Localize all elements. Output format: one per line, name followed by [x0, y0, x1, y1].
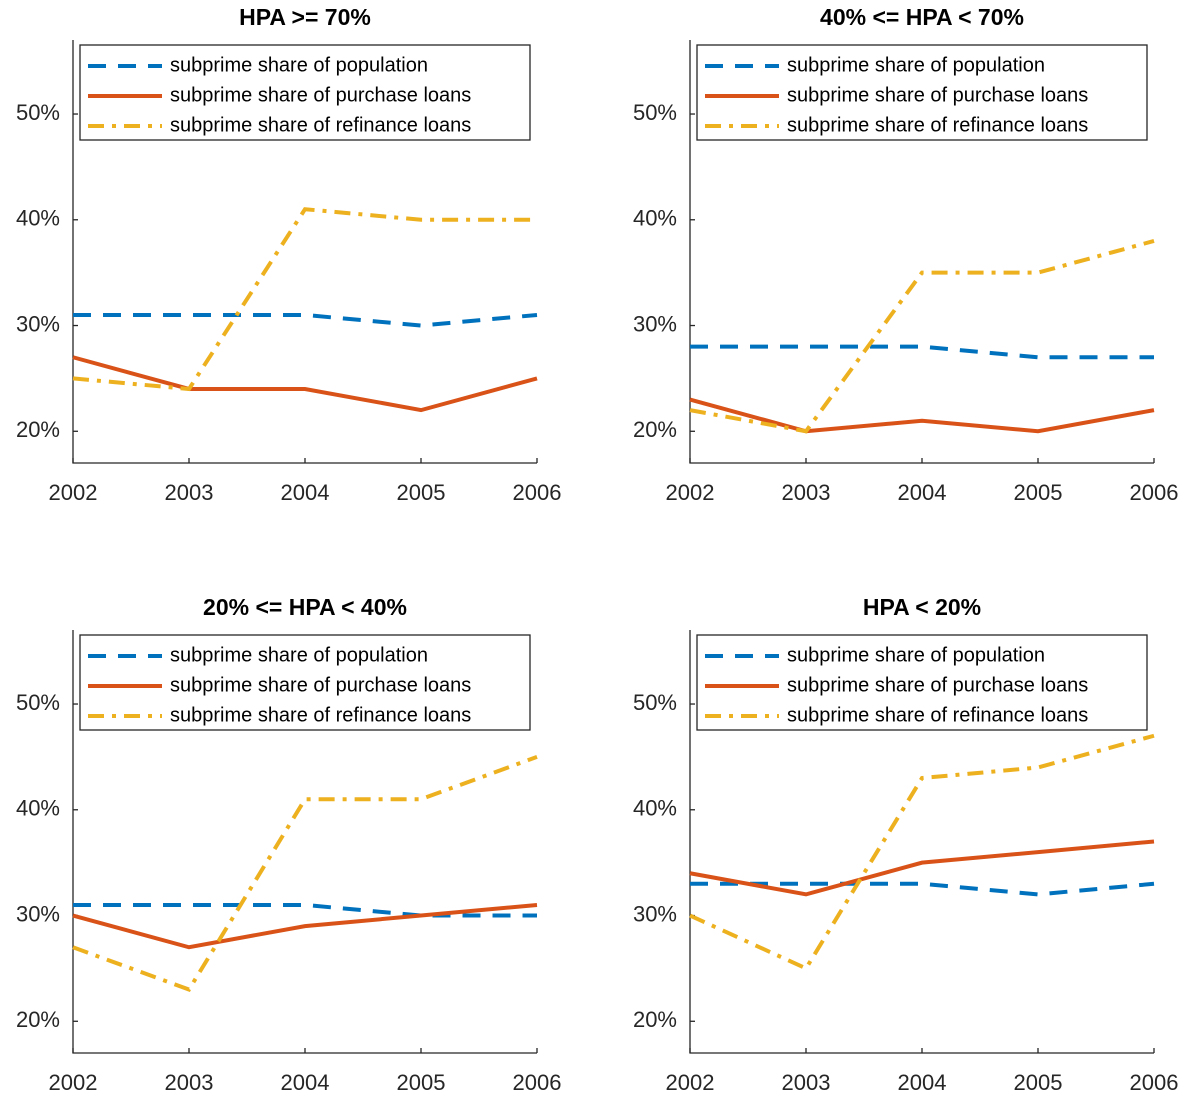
x-tick-label: 2004 — [898, 480, 947, 505]
legend-label: subprime share of population — [170, 644, 428, 666]
y-tick-label: 20% — [633, 417, 677, 442]
series-line — [72, 355, 538, 413]
legend-label: subprime share of population — [787, 644, 1045, 666]
x-tick-label: 2006 — [513, 480, 562, 505]
y-tick-label: 30% — [633, 901, 677, 926]
legend-label: subprime share of refinance loans — [787, 114, 1088, 136]
y-tick-label: 30% — [16, 311, 60, 336]
series-line — [689, 839, 1155, 897]
legend-box — [79, 634, 531, 731]
y-tick-label: 50% — [16, 100, 60, 125]
legend-label: subprime share of purchase loans — [170, 84, 471, 106]
series-line — [690, 881, 1155, 897]
y-tick-label: 50% — [633, 100, 677, 125]
chart-title: HPA < 20% — [863, 594, 981, 620]
y-tick-label: 50% — [16, 690, 60, 715]
legend-label: subprime share of population — [787, 54, 1045, 76]
chart-title: 40% <= HPA < 70% — [820, 4, 1024, 30]
x-tick-label: 2002 — [49, 1070, 98, 1095]
y-tick-label: 40% — [16, 206, 60, 231]
series-line — [690, 344, 1154, 360]
y-tick-label: 40% — [16, 796, 60, 821]
x-tick-label: 2002 — [49, 480, 98, 505]
series-line — [689, 733, 1155, 971]
y-tick-label: 20% — [16, 1007, 60, 1032]
legend-label: subprime share of refinance loans — [170, 114, 471, 136]
legend-box — [696, 44, 1148, 141]
x-tick-label: 2003 — [782, 480, 831, 505]
x-tick-label: 2003 — [165, 1070, 214, 1095]
legend-label: subprime share of purchase loans — [170, 674, 471, 696]
x-tick-label: 2002 — [666, 480, 715, 505]
legend-box — [79, 44, 531, 141]
legend-box — [696, 634, 1148, 731]
chart-title: HPA >= 70% — [239, 4, 371, 30]
legend-label: subprime share of purchase loans — [787, 674, 1088, 696]
x-tick-label: 2005 — [1014, 1070, 1063, 1095]
legend-label: subprime share of purchase loans — [787, 84, 1088, 106]
y-tick-label: 30% — [16, 901, 60, 926]
y-tick-label: 20% — [16, 417, 60, 442]
legend-label: subprime share of population — [170, 54, 428, 76]
y-tick-label: 40% — [633, 206, 677, 231]
x-tick-label: 2003 — [165, 480, 214, 505]
x-tick-label: 2003 — [782, 1070, 831, 1095]
x-tick-label: 2002 — [666, 1070, 715, 1095]
series-line — [73, 902, 537, 918]
x-tick-label: 2004 — [898, 1070, 947, 1095]
series-line — [72, 755, 538, 992]
y-tick-label: 40% — [633, 796, 677, 821]
y-tick-label: 20% — [633, 1007, 677, 1032]
y-tick-label: 50% — [633, 690, 677, 715]
x-tick-label: 2006 — [1130, 480, 1179, 505]
y-tick-label: 30% — [633, 311, 677, 336]
x-tick-label: 2006 — [513, 1070, 562, 1095]
x-tick-label: 2004 — [281, 1070, 330, 1095]
series-line — [72, 207, 537, 392]
x-tick-label: 2006 — [1130, 1070, 1179, 1095]
chart-title: 20% <= HPA < 40% — [203, 594, 407, 620]
x-tick-label: 2004 — [281, 480, 330, 505]
legend-label: subprime share of refinance loans — [787, 704, 1088, 726]
series-line — [73, 312, 538, 328]
series-line — [689, 238, 1155, 434]
x-tick-label: 2005 — [1014, 480, 1063, 505]
series-line — [689, 397, 1155, 434]
x-tick-label: 2005 — [397, 480, 446, 505]
legend-label: subprime share of refinance loans — [170, 704, 471, 726]
series-line — [72, 902, 538, 950]
x-tick-label: 2005 — [397, 1070, 446, 1095]
